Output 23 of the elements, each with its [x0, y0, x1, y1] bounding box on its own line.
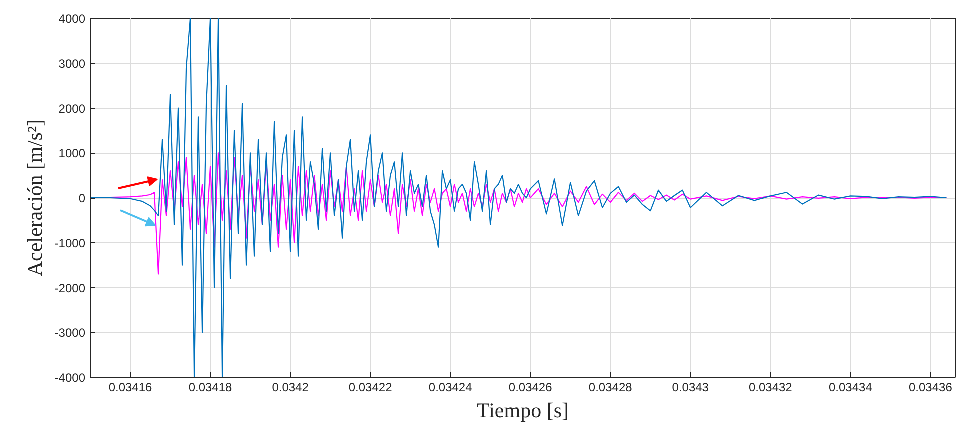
y-tick-label: -3000	[54, 326, 86, 340]
y-tick-label: -2000	[54, 281, 86, 296]
x-tick-label: 0.03422	[348, 380, 393, 394]
x-axis-title: Tiempo [s]	[477, 398, 570, 422]
y-tick-label: 0	[78, 192, 86, 206]
x-tick-label: 0.0342	[272, 380, 310, 394]
x-tick-label: 0.03436	[909, 380, 953, 394]
x-tick-label: 0.03426	[508, 380, 553, 394]
y-tick-label: 4000	[58, 12, 86, 26]
line-series	[90, 18, 948, 378]
x-tick-label: 0.03418	[188, 380, 233, 394]
x-tick-label: 0.03416	[108, 380, 153, 394]
x-tick-label: 0.03432	[748, 380, 793, 394]
x-tick-label: 0.0343	[672, 380, 710, 394]
y-tick-label: 2000	[58, 102, 86, 116]
x-tick-label: 0.03434	[828, 380, 873, 394]
y-tick-label: -1000	[54, 236, 86, 250]
x-tick-label: 0.03428	[588, 380, 633, 394]
y-tick-label: -4000	[54, 371, 86, 385]
y-tick-label: 1000	[58, 146, 86, 161]
y-tick-label: 3000	[58, 56, 86, 71]
y-axis-title: Aceleración [m/s²]	[22, 119, 47, 277]
x-tick-label: 0.03424	[428, 380, 473, 394]
